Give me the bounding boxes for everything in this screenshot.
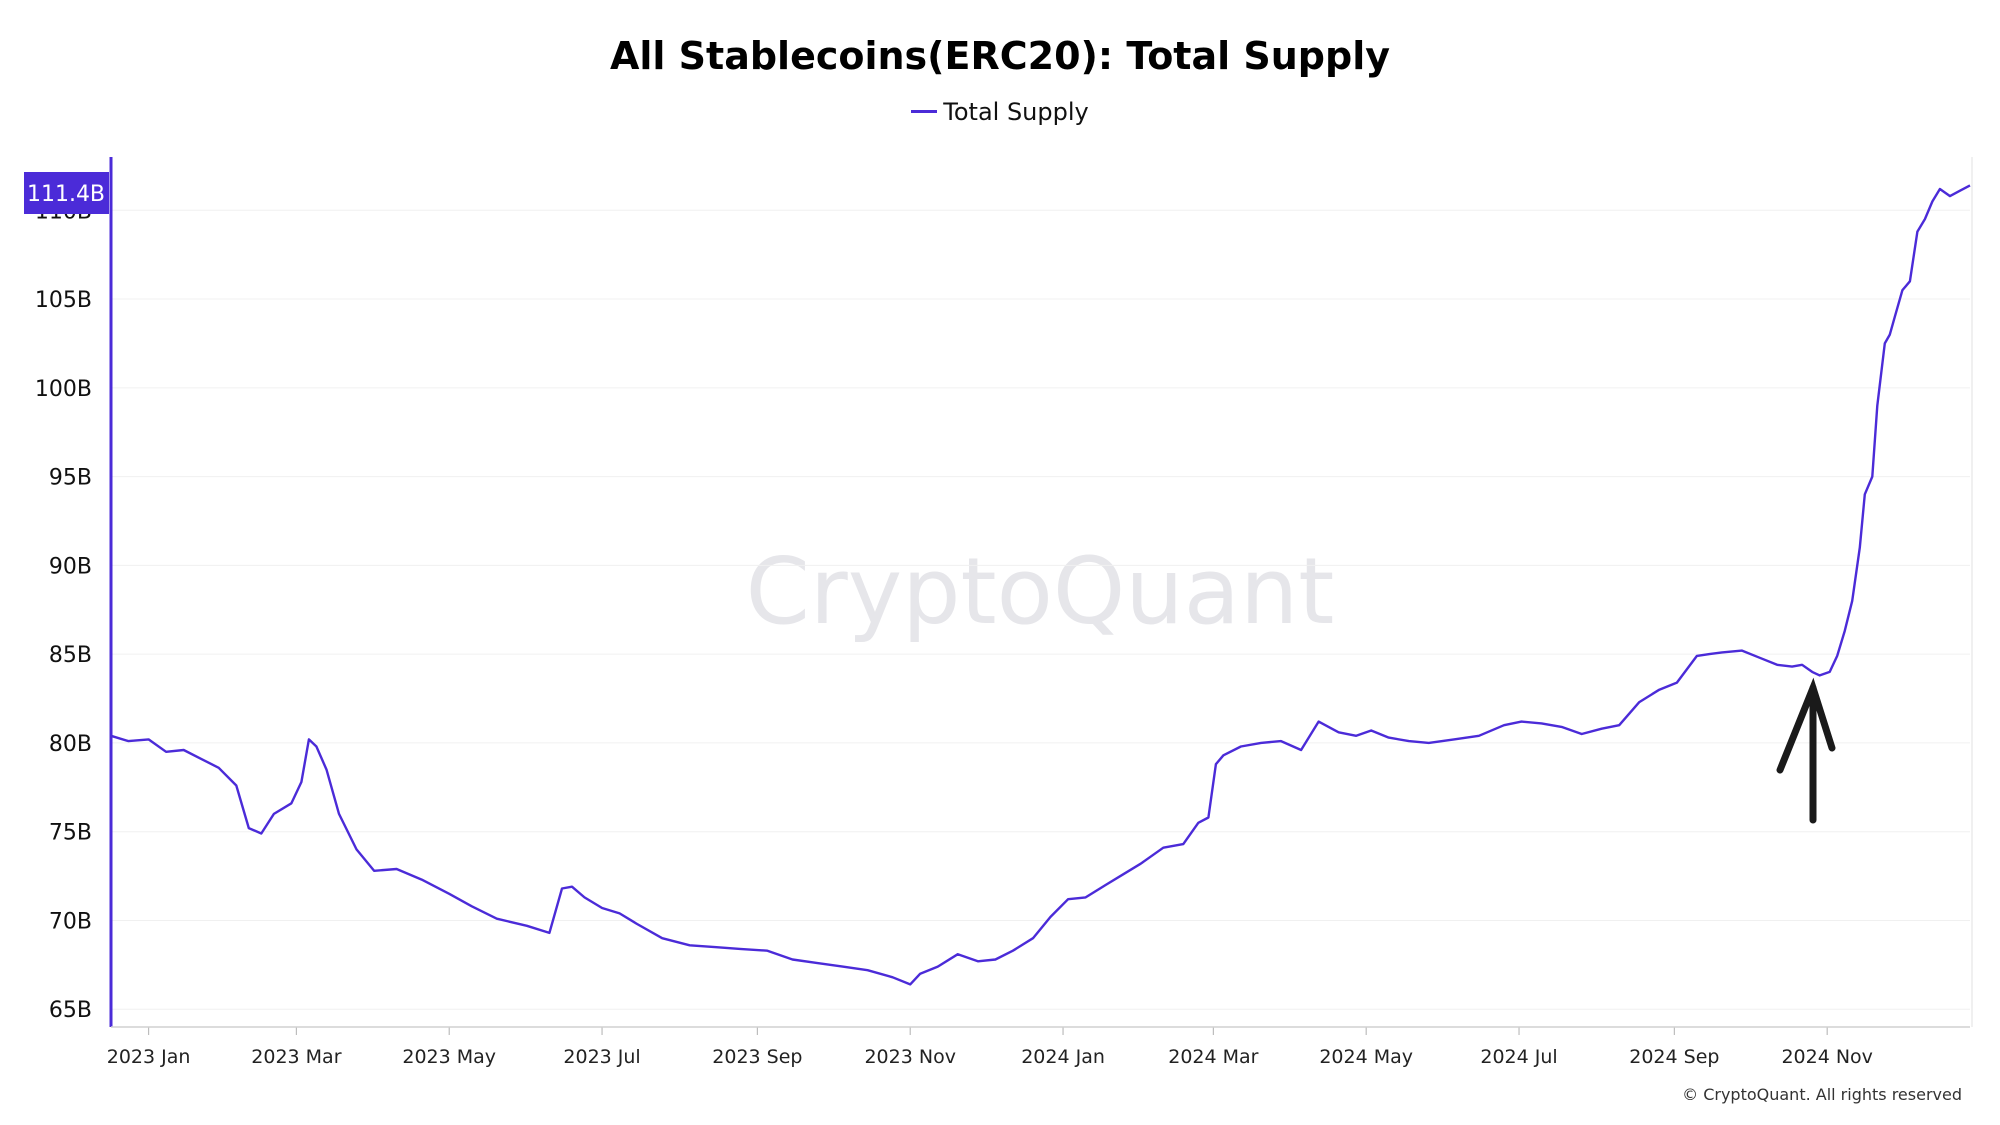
copyright-text: © CryptoQuant. All rights reserved xyxy=(1682,1085,1962,1104)
watermark: CryptoQuant xyxy=(746,538,1335,645)
y-tick-label: 95B xyxy=(49,466,92,491)
annotation-arrow-icon xyxy=(1776,677,1836,824)
gridlines xyxy=(111,209,1970,1010)
x-tick-label: 2023 May xyxy=(402,1046,496,1068)
last-value-badge: 111.4B xyxy=(24,172,109,214)
y-tick-label: 90B xyxy=(49,554,92,579)
x-tick-label: 2024 Mar xyxy=(1168,1046,1258,1068)
y-tick-label: 65B xyxy=(49,998,92,1023)
x-tick-label: 2023 Nov xyxy=(864,1046,955,1068)
series-line-total-supply xyxy=(110,184,1971,986)
y-tick-label: 75B xyxy=(49,821,92,846)
x-tick-label: 2024 Sep xyxy=(1629,1046,1719,1068)
y-tick-label: 70B xyxy=(49,909,92,934)
last-value-label: 111.4B xyxy=(27,182,105,207)
y-tick-label: 85B xyxy=(49,643,92,668)
legend-label: Total Supply xyxy=(943,98,1089,126)
x-tick-label: 2023 Jul xyxy=(563,1046,640,1068)
x-tick-label: 2023 Sep xyxy=(712,1046,802,1068)
x-tick-label: 2023 Mar xyxy=(251,1046,341,1068)
x-tick-label: 2024 Jan xyxy=(1021,1046,1105,1068)
y-axis: 65B70B75B80B85B90B95B100B105B110B xyxy=(35,199,92,1023)
x-tick-label: 2024 Nov xyxy=(1781,1046,1872,1068)
legend[interactable]: Total Supply xyxy=(0,98,2000,126)
y-tick-label: 80B xyxy=(49,732,92,757)
legend-swatch xyxy=(911,109,938,113)
x-tick-label: 2024 May xyxy=(1319,1046,1413,1068)
y-tick-label: 105B xyxy=(35,288,92,313)
x-axis: 2023 Jan 2023 Mar 2023 May 2023 Jul 2023 Sep… xyxy=(107,1027,1873,1068)
y-tick-label: 100B xyxy=(35,377,92,402)
x-tick-label: 2024 Jul xyxy=(1480,1046,1557,1068)
chart-title: All Stablecoins(ERC20): Total Supply xyxy=(609,34,1390,78)
x-tick-label: 2023 Jan xyxy=(107,1046,191,1068)
